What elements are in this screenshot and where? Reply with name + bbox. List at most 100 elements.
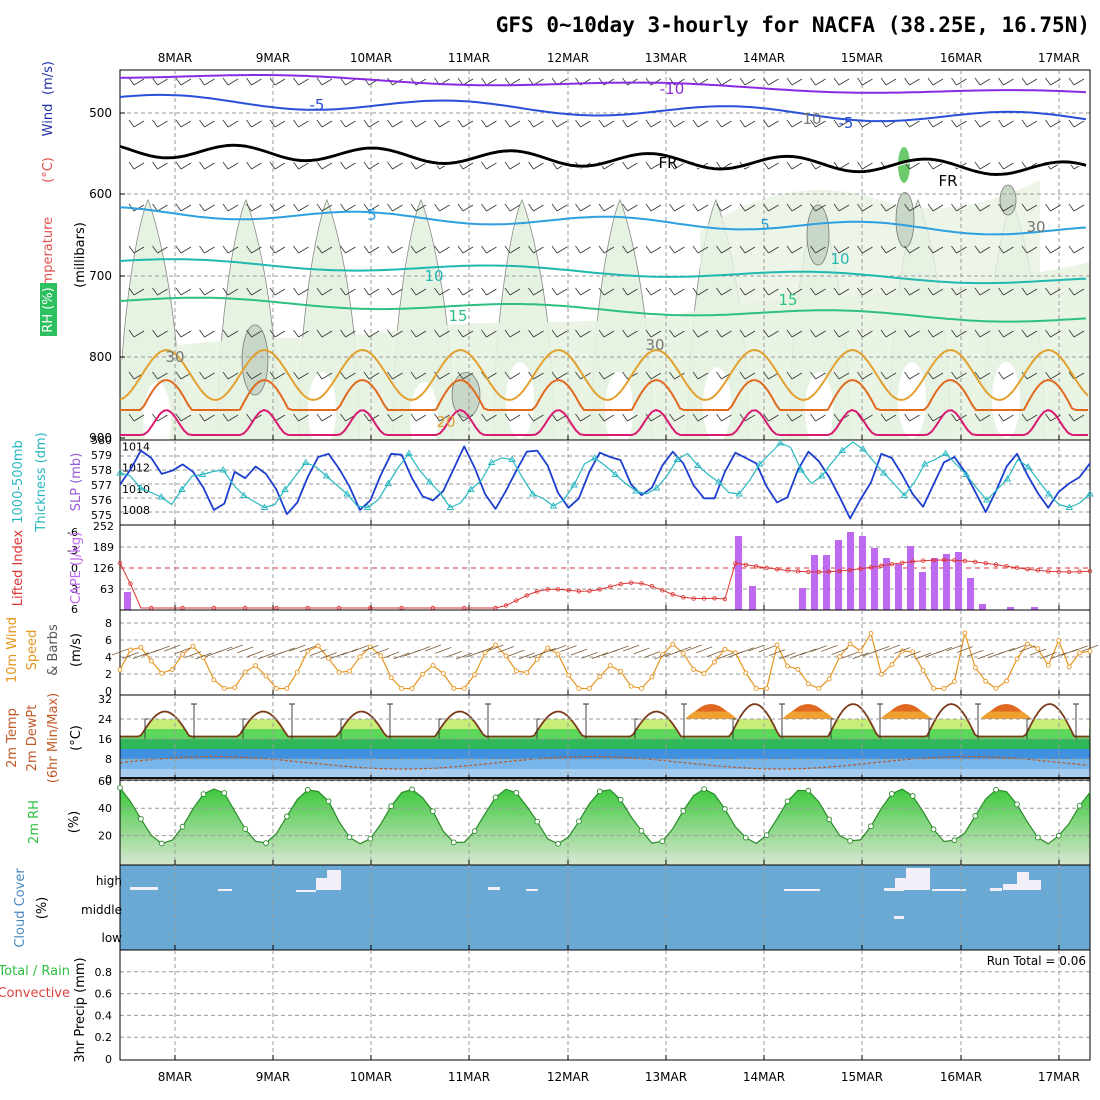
wind-10m-barb bbox=[695, 646, 713, 654]
cape-bar bbox=[871, 548, 878, 610]
wind-10m-barb bbox=[643, 651, 661, 659]
contour-label: -5 bbox=[839, 114, 854, 132]
wind-barb bbox=[786, 413, 803, 422]
slp-thickness-panel: 580 579 578 577 576 575 1014 1012 1010 1008 1000-5… bbox=[11, 432, 1094, 533]
wind-barb bbox=[786, 245, 803, 254]
rh-clear-patch bbox=[898, 362, 926, 438]
wind-10m-barb bbox=[445, 650, 462, 658]
wind-barb bbox=[857, 77, 873, 86]
contour-label: 20 bbox=[436, 413, 455, 431]
rh-point bbox=[617, 796, 624, 803]
date-label-14mar: 14MAR bbox=[743, 1070, 785, 1084]
wind-barb bbox=[669, 245, 685, 254]
wind-barb bbox=[434, 371, 450, 380]
lifted-index-point bbox=[858, 566, 863, 571]
rh-point bbox=[784, 798, 791, 805]
rh-dark-patch bbox=[806, 204, 830, 266]
wind-barb bbox=[410, 203, 427, 212]
wind-barb bbox=[716, 329, 732, 338]
wind-speed-point bbox=[805, 681, 811, 687]
wind-barb bbox=[927, 77, 944, 86]
wind-speed-point bbox=[920, 667, 926, 673]
wind-barb bbox=[387, 413, 403, 422]
wind-barb bbox=[481, 77, 497, 86]
wind-barb bbox=[199, 77, 215, 86]
wind-10m-barb bbox=[873, 645, 890, 653]
rh-point bbox=[909, 793, 916, 799]
ylabel-cloud-cover: Cloud Cover bbox=[13, 868, 28, 948]
lifted-index-point bbox=[608, 584, 613, 589]
lifted-index-point bbox=[701, 596, 707, 601]
temp-tick-32: 32 bbox=[98, 693, 112, 706]
wind-barb bbox=[457, 203, 474, 212]
thickness-point bbox=[838, 446, 847, 453]
cape-tick-63: 63 bbox=[100, 583, 114, 596]
ylabel-total-rain: Total / Rain bbox=[0, 964, 70, 979]
rh-point bbox=[868, 823, 874, 830]
isotherm-15 bbox=[119, 296, 1087, 323]
contour-label: 30 bbox=[645, 336, 664, 354]
wind-speed-point bbox=[221, 686, 227, 691]
thickness-point bbox=[797, 466, 805, 473]
wind-speed-point bbox=[993, 686, 999, 691]
temp-minmax-whisker bbox=[681, 703, 687, 739]
wind-10m-barb bbox=[393, 652, 410, 660]
ylabel-temperature-unit: (°C) bbox=[41, 157, 56, 183]
rh-point bbox=[242, 826, 249, 832]
wind-barb bbox=[363, 329, 380, 338]
rh-point bbox=[1055, 832, 1062, 839]
panel-frame bbox=[119, 949, 1091, 1061]
wind-speed-point bbox=[941, 686, 947, 691]
lifted-index-point bbox=[524, 593, 529, 598]
lifted-index-point bbox=[660, 588, 665, 593]
wind-speed-point bbox=[670, 641, 676, 647]
temp-minmax-whisker bbox=[779, 703, 785, 739]
wind-barb bbox=[880, 287, 897, 296]
wind-barb bbox=[128, 287, 145, 296]
wind-10m-barb bbox=[341, 648, 358, 656]
wind-10m-barb bbox=[1029, 648, 1046, 656]
wind-barb bbox=[998, 287, 1014, 296]
precip-tick-0.6: 0.6 bbox=[95, 988, 113, 1001]
rh-point bbox=[492, 794, 499, 801]
wind-barb bbox=[434, 203, 450, 212]
wind-speed-point bbox=[649, 674, 655, 680]
wind-barb bbox=[575, 329, 591, 338]
wind-barb bbox=[951, 203, 967, 212]
wind-barb bbox=[410, 329, 427, 338]
wind-barb bbox=[222, 119, 239, 128]
wind-barb bbox=[246, 203, 262, 212]
lifted-index-point bbox=[952, 558, 957, 563]
wind-10m-barb bbox=[810, 645, 827, 652]
lifted-index-point bbox=[993, 562, 999, 567]
wind-barb bbox=[833, 329, 850, 338]
rh-2m-panel: 60 40 20 2m RH (%) bbox=[27, 775, 1091, 866]
contour-label: 10 bbox=[424, 267, 443, 285]
wind-10m-barb bbox=[122, 651, 139, 659]
wind-barb bbox=[175, 119, 192, 128]
cape-tick-189: 189 bbox=[93, 541, 114, 554]
rh-point bbox=[263, 840, 269, 846]
ylabel-millibars: (millibars) bbox=[73, 222, 88, 288]
lifted-index-point bbox=[827, 569, 832, 574]
wind-barb bbox=[316, 119, 333, 128]
wind-10m-barb bbox=[1008, 644, 1026, 652]
thickness-point bbox=[1065, 503, 1074, 510]
rh-legend-swatch bbox=[40, 283, 57, 336]
temp-minmax-whisker bbox=[1073, 703, 1079, 739]
wind-barb bbox=[340, 371, 356, 380]
wind-10m-barb bbox=[685, 644, 702, 652]
wind-barb bbox=[293, 245, 309, 254]
wind-barb bbox=[528, 413, 544, 422]
wind-speed-point bbox=[868, 631, 874, 636]
wind-barb bbox=[927, 203, 944, 212]
wind-barb bbox=[927, 245, 944, 254]
wind-barb bbox=[340, 119, 356, 128]
wind-barb bbox=[692, 287, 709, 296]
wind-10m-barb bbox=[508, 649, 525, 657]
ylabel-10m-wind: 10m Wind bbox=[5, 617, 20, 683]
wind-barb bbox=[998, 371, 1014, 380]
wind-barb bbox=[951, 77, 967, 86]
wind-barb bbox=[551, 119, 568, 128]
wind-speed-point bbox=[336, 669, 342, 675]
